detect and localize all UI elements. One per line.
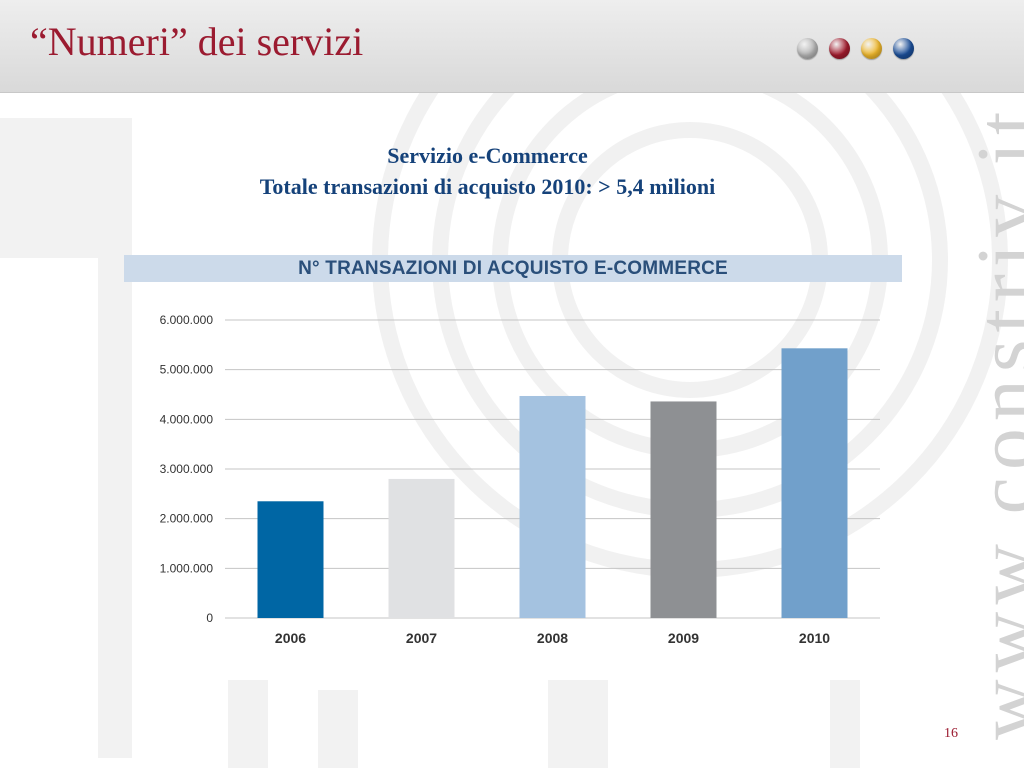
gray-dot-icon	[797, 38, 818, 59]
x-tick-label: 2008	[537, 630, 568, 646]
yellow-dot-icon	[861, 38, 882, 59]
x-tick-label: 2010	[799, 630, 830, 646]
bar-2008	[519, 395, 586, 618]
y-tick-label: 1.000.000	[160, 561, 214, 575]
bar-2006	[257, 501, 324, 618]
y-tick-label: 6.000.000	[160, 313, 214, 327]
y-tick-label: 4.000.000	[160, 412, 214, 426]
subtitle-line-2: Totale transazioni di acquisto 2010: > 5…	[259, 174, 716, 199]
blue-dot-icon	[893, 38, 914, 59]
x-tick-label: 2007	[406, 630, 437, 646]
page-number: 16	[944, 726, 958, 741]
x-tick-label: 2006	[275, 630, 306, 646]
slide-header: “Numeri” dei servizi	[0, 0, 1024, 93]
x-tick-label: 2009	[668, 630, 699, 646]
chart-title: N° TRANSAZIONI DI ACQUISTO E-COMMERCE	[124, 255, 902, 282]
bar-2007	[388, 478, 455, 618]
decorative-dots	[797, 38, 914, 59]
y-tick-label: 5.000.000	[160, 363, 214, 377]
y-tick-label: 3.000.000	[160, 462, 214, 476]
bar-2010	[781, 348, 848, 618]
slide-subtitle: Servizio e-Commerce Totale transazioni d…	[0, 140, 975, 202]
slide-title: “Numeri” dei servizi	[30, 19, 364, 64]
red-dot-icon	[829, 38, 850, 59]
subtitle-line-1: Servizio e-Commerce	[387, 143, 588, 168]
bar-2009	[650, 401, 717, 618]
y-tick-label: 2.000.000	[160, 512, 214, 526]
y-tick-label: 0	[206, 611, 213, 625]
